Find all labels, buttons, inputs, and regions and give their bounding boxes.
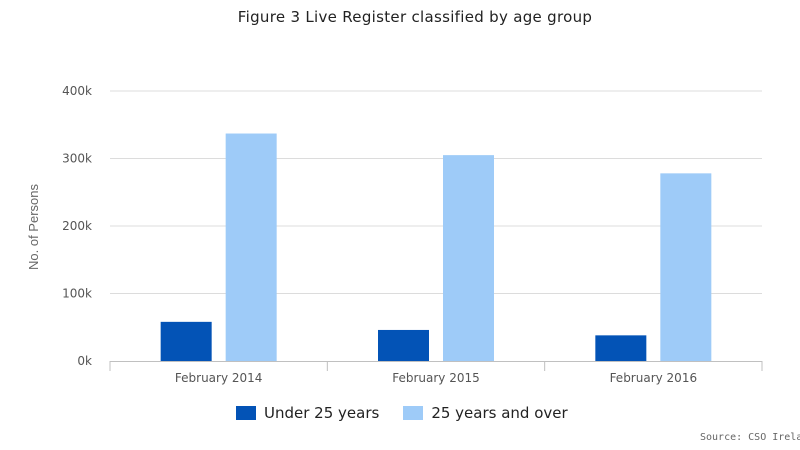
y-axis-label: No. of Persons [26,184,41,270]
legend-label-25-and-over: 25 years and over [431,404,568,422]
grid-lines [110,90,762,294]
legend-item-under-25[interactable]: Under 25 years [236,404,379,422]
bar-under-25[interactable] [160,321,212,361]
legend-label-under-25: Under 25 years [264,404,380,422]
y-tick-label: 100k [62,287,92,301]
source-note: Source: CSO Irela [700,432,800,443]
y-tick-label: 0k [77,354,92,368]
bar-25-and-over[interactable] [443,155,494,361]
bar-25-and-over[interactable] [660,173,712,361]
y-axis-ticks: 0k 100k 200k 300k 400k [62,84,92,368]
chart-title: Figure 3 Live Register classified by age… [237,8,593,26]
legend-swatch-under-25 [236,406,256,420]
bar-25-and-over[interactable] [225,133,277,361]
legend-swatch-25-and-over [403,406,424,420]
x-axis: February 2014 February 2015 February 2016 [109,361,763,385]
x-tick-label: February 2016 [610,371,698,385]
y-tick-label: 200k [62,219,92,233]
x-tick-label: February 2014 [175,371,263,385]
legend-item-25-and-over[interactable]: 25 years and over [403,404,568,422]
y-tick-label: 400k [62,84,92,98]
bar-under-25[interactable] [595,335,647,361]
x-tick-label: February 2015 [392,371,480,385]
y-tick-label: 300k [62,152,92,166]
bar-under-25[interactable] [378,329,429,361]
bars [160,133,712,361]
legend: Under 25 years 25 years and over [236,404,568,422]
